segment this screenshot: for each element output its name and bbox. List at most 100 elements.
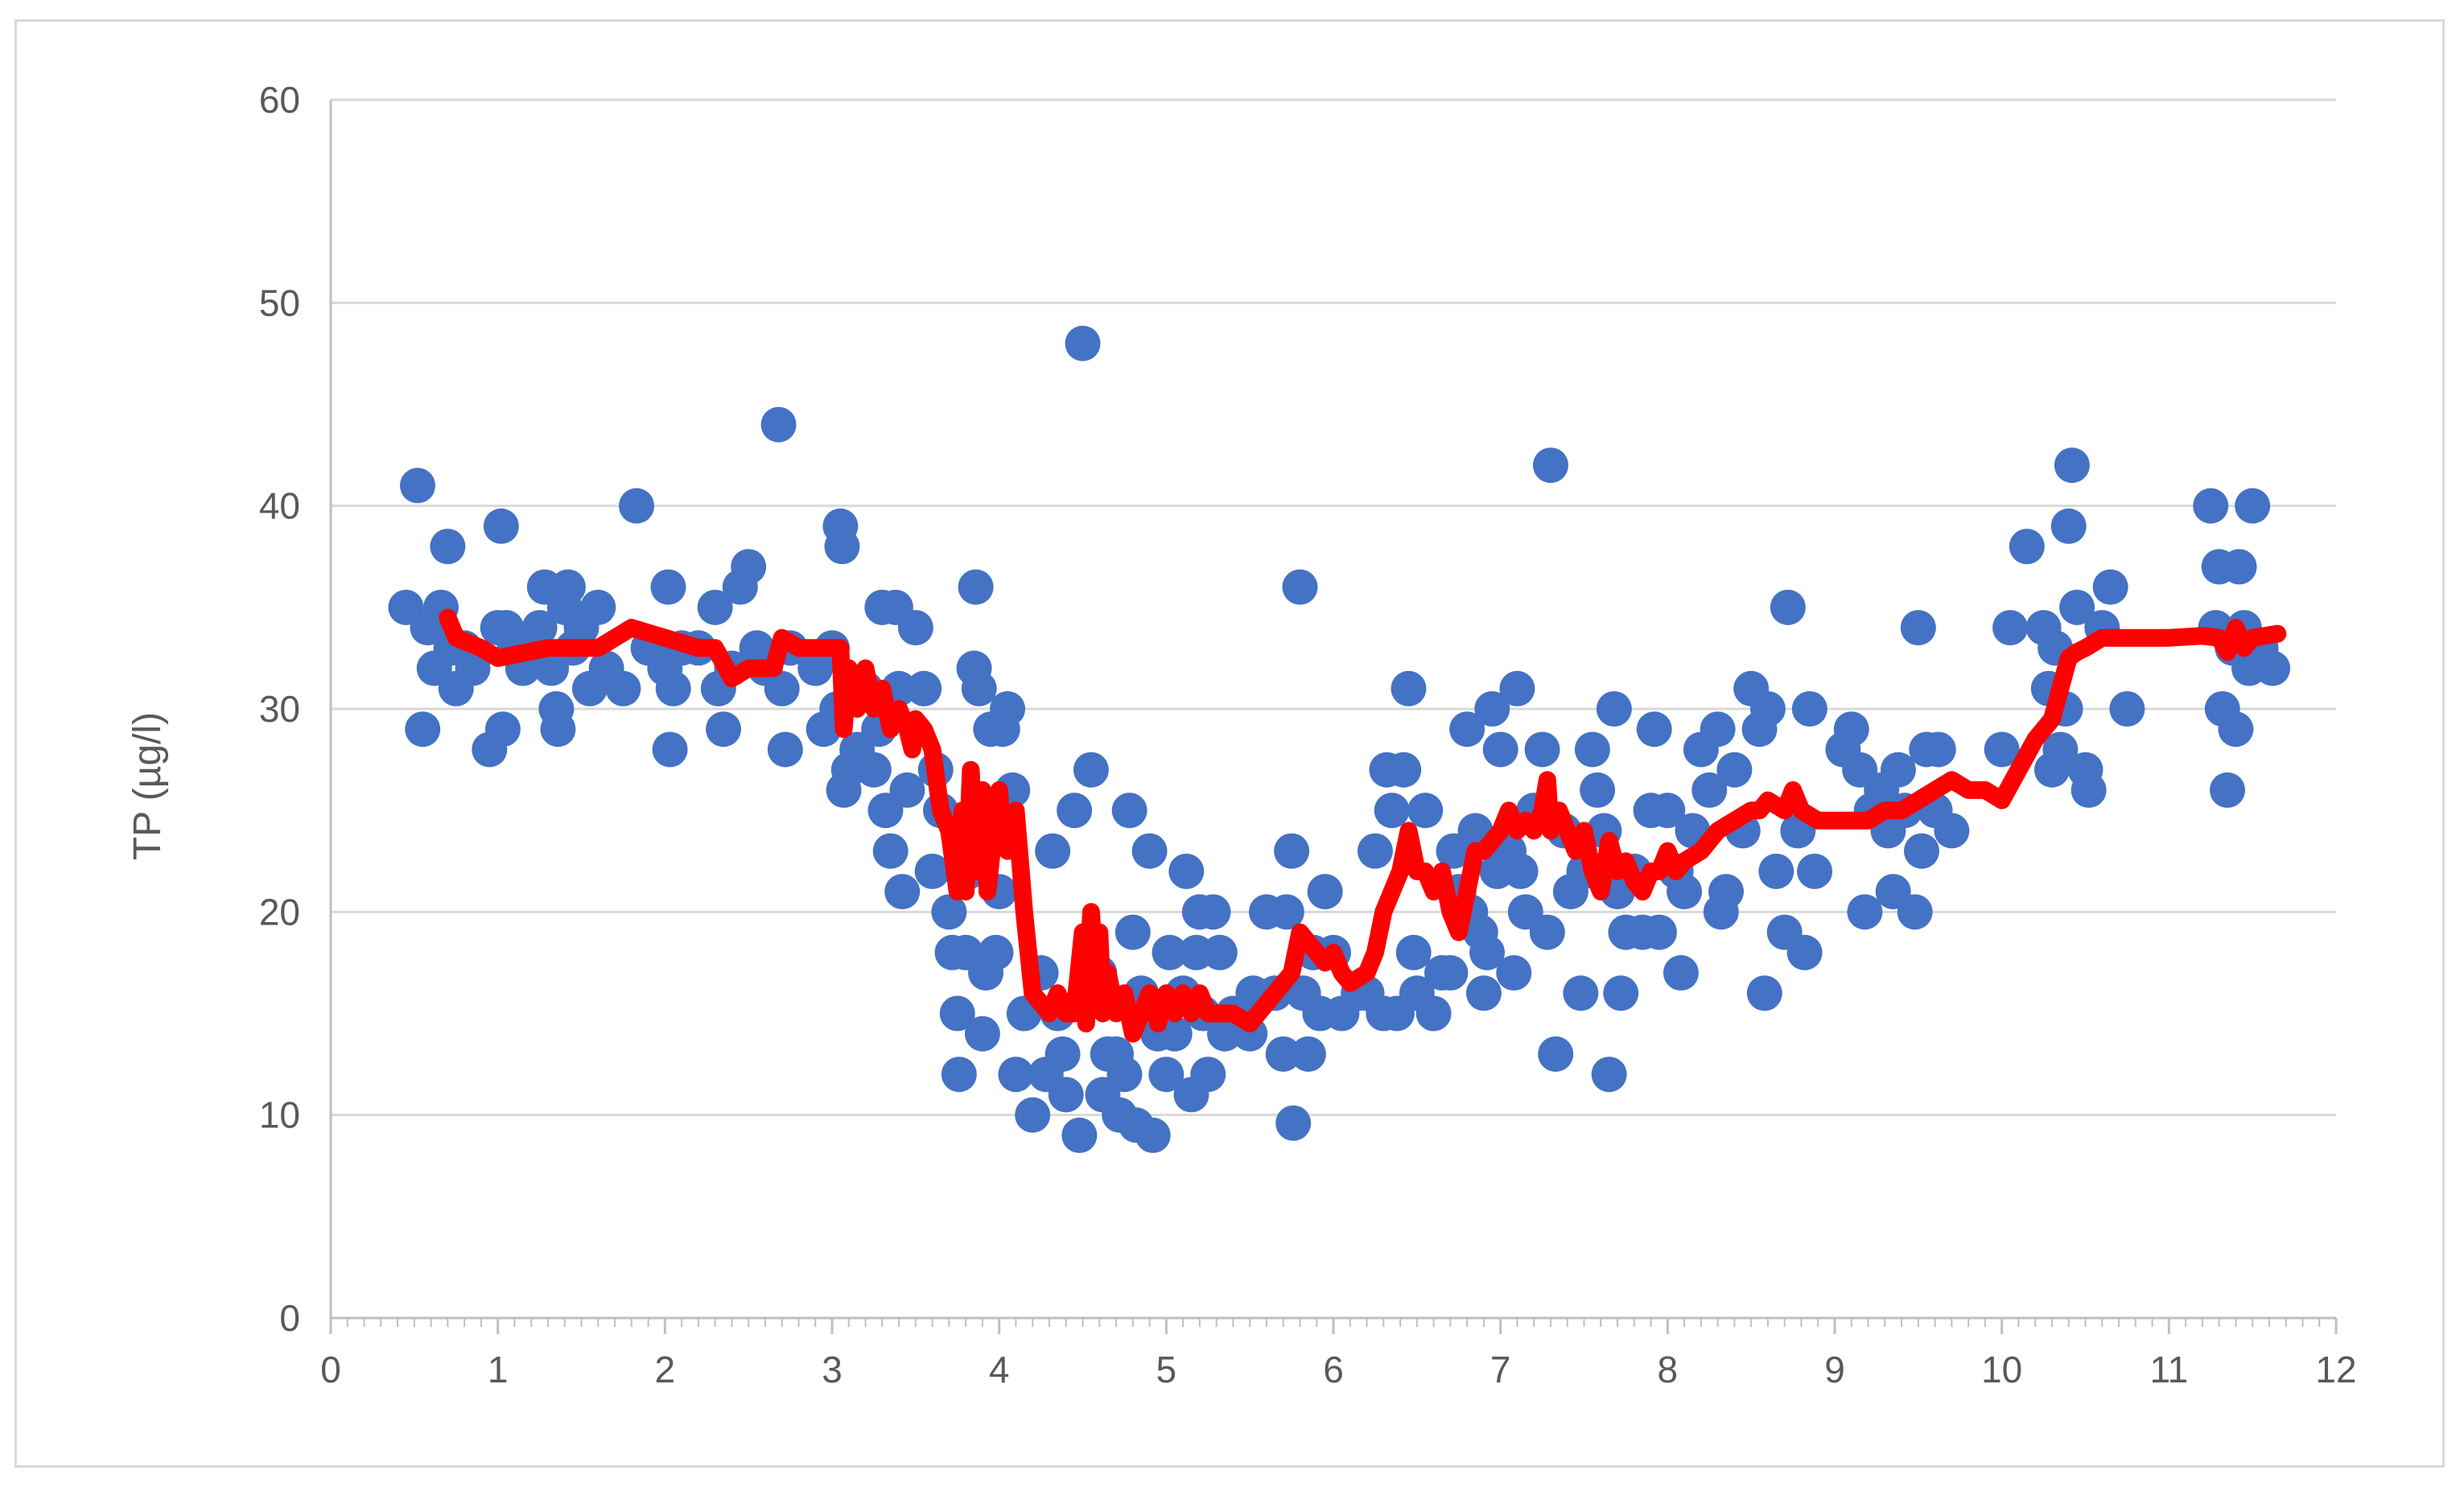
data-point bbox=[1833, 711, 1869, 748]
data-point bbox=[1474, 691, 1510, 727]
data-point bbox=[1524, 731, 1560, 768]
data-point bbox=[1374, 793, 1410, 829]
y-tick-label-30: 30 bbox=[259, 688, 300, 730]
data-point bbox=[1148, 1057, 1185, 1093]
data-point bbox=[1920, 731, 1956, 768]
data-point bbox=[872, 833, 909, 869]
data-point bbox=[1357, 833, 1393, 869]
data-point bbox=[1691, 772, 1728, 808]
y-axis-title: TP (µg/l) bbox=[126, 712, 169, 860]
data-point bbox=[655, 670, 691, 706]
x-tick-label-10: 10 bbox=[1981, 1349, 2022, 1390]
x-tick-label-5: 5 bbox=[1156, 1349, 1177, 1390]
grid-lines bbox=[331, 98, 2336, 1117]
y-tick-label-60: 60 bbox=[259, 79, 300, 121]
data-point bbox=[1290, 1036, 1326, 1072]
data-point bbox=[2235, 488, 2271, 524]
data-point bbox=[2210, 772, 2246, 808]
data-point bbox=[399, 468, 435, 504]
data-point bbox=[1065, 325, 1101, 361]
data-point bbox=[652, 731, 688, 768]
data-point bbox=[1275, 1105, 1312, 1141]
data-point bbox=[990, 691, 1026, 727]
data-point bbox=[2255, 650, 2291, 686]
data-point bbox=[1749, 691, 1786, 727]
data-point bbox=[2054, 447, 2090, 484]
data-point bbox=[1106, 1057, 1143, 1093]
data-point bbox=[1201, 934, 1238, 970]
data-point bbox=[455, 650, 491, 686]
data-point bbox=[1786, 934, 1823, 970]
data-point bbox=[1746, 975, 1782, 1011]
data-point bbox=[484, 711, 521, 748]
x-tick-label-4: 4 bbox=[989, 1349, 1010, 1390]
data-point bbox=[1770, 589, 1806, 625]
data-point bbox=[931, 894, 967, 930]
data-point bbox=[1190, 1057, 1226, 1093]
data-point bbox=[1603, 975, 1639, 1011]
data-point bbox=[697, 589, 733, 625]
data-point bbox=[1700, 711, 1736, 748]
data-point bbox=[1395, 934, 1432, 970]
data-point bbox=[483, 508, 519, 544]
data-point bbox=[1168, 853, 1205, 889]
data-point bbox=[1073, 752, 1109, 788]
data-point bbox=[2109, 691, 2145, 727]
data-point bbox=[1469, 934, 1506, 970]
data-point bbox=[1574, 731, 1610, 768]
data-point bbox=[1984, 731, 2020, 768]
data-point bbox=[1529, 914, 1565, 950]
data-point bbox=[1407, 793, 1444, 829]
data-point bbox=[1532, 447, 1568, 484]
data-point bbox=[767, 731, 803, 768]
data-point bbox=[2221, 549, 2257, 585]
data-point bbox=[1391, 670, 1427, 706]
data-point bbox=[2059, 589, 2095, 625]
data-point bbox=[731, 549, 767, 585]
data-point bbox=[760, 406, 797, 443]
data-point bbox=[764, 670, 800, 706]
data-point bbox=[521, 610, 558, 646]
data-point bbox=[889, 772, 925, 808]
data-point bbox=[2071, 772, 2107, 808]
x-tick-label-2: 2 bbox=[655, 1349, 676, 1390]
data-points bbox=[388, 325, 2291, 1153]
y-tick-label-40: 40 bbox=[259, 485, 300, 527]
data-point bbox=[1482, 731, 1518, 768]
data-point bbox=[540, 711, 576, 748]
data-point bbox=[1135, 1117, 1171, 1153]
data-point bbox=[1061, 1117, 1098, 1153]
data-point bbox=[550, 569, 586, 605]
data-point bbox=[939, 995, 975, 1032]
data-point bbox=[1903, 833, 1939, 869]
data-point bbox=[941, 1057, 977, 1093]
data-point bbox=[1596, 691, 1632, 727]
data-point bbox=[2009, 529, 2045, 565]
trend-line bbox=[439, 608, 2287, 1043]
y-tick-label-20: 20 bbox=[259, 891, 300, 933]
data-point bbox=[1791, 691, 1827, 727]
x-tick-label-1: 1 bbox=[488, 1349, 509, 1390]
y-tick-label-10: 10 bbox=[259, 1094, 300, 1136]
data-point bbox=[2218, 711, 2254, 748]
data-point bbox=[2092, 569, 2128, 605]
data-point bbox=[1650, 793, 1686, 829]
x-tick-label-6: 6 bbox=[1323, 1349, 1344, 1390]
data-point bbox=[964, 1015, 1000, 1052]
data-point bbox=[884, 874, 921, 910]
data-point bbox=[1496, 955, 1532, 991]
data-point bbox=[1415, 995, 1452, 1032]
data-point bbox=[1636, 711, 1672, 748]
data-point bbox=[1880, 752, 1916, 788]
data-point bbox=[1386, 752, 1422, 788]
data-point bbox=[855, 752, 892, 788]
data-point bbox=[1265, 1036, 1301, 1072]
x-tick-label-11: 11 bbox=[2149, 1349, 2188, 1390]
data-point bbox=[1797, 853, 1833, 889]
data-point bbox=[1758, 853, 1794, 889]
data-point bbox=[1035, 833, 1071, 869]
x-tick-label-9: 9 bbox=[1824, 1349, 1845, 1390]
data-point bbox=[1580, 772, 1616, 808]
data-point bbox=[1274, 833, 1310, 869]
